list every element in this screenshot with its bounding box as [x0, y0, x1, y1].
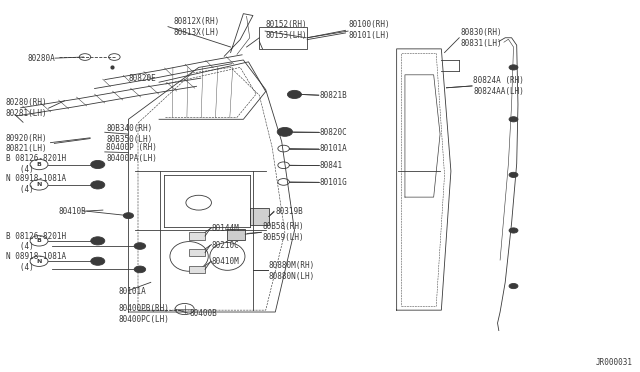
Text: N: N: [36, 259, 42, 264]
Circle shape: [509, 228, 518, 233]
Bar: [227, 229, 245, 240]
Text: B 08126-8201H
   (4): B 08126-8201H (4): [6, 154, 66, 174]
Text: 80400PB(RH)
80400PC(LH): 80400PB(RH) 80400PC(LH): [119, 304, 170, 324]
Text: 80B340(RH)
80B350(LH): 80B340(RH) 80B350(LH): [106, 124, 152, 144]
Text: 80101A: 80101A: [119, 287, 147, 296]
Bar: [250, 208, 269, 225]
Text: N: N: [36, 182, 42, 187]
Text: N 08918-1081A
   (4): N 08918-1081A (4): [6, 174, 66, 194]
Text: 80400B: 80400B: [189, 310, 217, 318]
Bar: [259, 27, 307, 49]
Text: B: B: [36, 162, 42, 167]
Text: 80812X(RH)
80813X(LH): 80812X(RH) 80813X(LH): [173, 17, 220, 36]
Bar: [189, 266, 205, 273]
Text: 80920(RH)
80821(LH): 80920(RH) 80821(LH): [6, 134, 47, 153]
Text: 80144M: 80144M: [211, 224, 239, 233]
Bar: [189, 249, 205, 256]
Text: B 08126-8201H
   (4): B 08126-8201H (4): [6, 232, 66, 251]
Circle shape: [287, 90, 301, 99]
Text: 80821B: 80821B: [320, 91, 348, 100]
Text: N 08918-1081A
   (4): N 08918-1081A (4): [6, 252, 66, 272]
Circle shape: [509, 65, 518, 70]
Text: 80820E: 80820E: [129, 74, 156, 83]
Text: 80101G: 80101G: [320, 178, 348, 187]
Text: 80841: 80841: [320, 161, 343, 170]
Text: B: B: [36, 238, 42, 243]
Text: JR000031: JR000031: [596, 357, 633, 366]
Circle shape: [91, 257, 105, 265]
Text: 80880M(RH)
80880N(LH): 80880M(RH) 80880N(LH): [269, 262, 315, 281]
Circle shape: [134, 243, 146, 249]
Text: 80280A: 80280A: [28, 54, 55, 62]
Text: 80101A: 80101A: [320, 144, 348, 153]
Circle shape: [124, 213, 134, 219]
Text: 80410B: 80410B: [58, 208, 86, 217]
Text: 80820C: 80820C: [320, 128, 348, 137]
Circle shape: [134, 266, 146, 273]
Text: 80824A (RH)
80824AA(LH): 80824A (RH) 80824AA(LH): [473, 76, 524, 96]
Text: 80210C: 80210C: [211, 241, 239, 250]
Circle shape: [91, 181, 105, 189]
Text: 80830(RH)
80831(LH): 80830(RH) 80831(LH): [461, 28, 502, 48]
Circle shape: [91, 237, 105, 245]
Text: 80100(RH)
80101(LH): 80100(RH) 80101(LH): [349, 20, 390, 40]
Bar: [189, 232, 205, 240]
Circle shape: [509, 172, 518, 177]
Circle shape: [91, 160, 105, 169]
Circle shape: [509, 283, 518, 289]
Text: 80319B: 80319B: [275, 208, 303, 217]
Circle shape: [277, 128, 292, 137]
Text: 80410M: 80410M: [211, 257, 239, 266]
Circle shape: [509, 117, 518, 122]
Text: 80152(RH)
80153(LH): 80152(RH) 80153(LH): [266, 20, 307, 40]
Text: 80B58(RH)
80B59(LH): 80B58(RH) 80B59(LH): [262, 222, 304, 242]
Text: 80280(RH)
80281(LH): 80280(RH) 80281(LH): [6, 98, 47, 118]
Text: 80400P (RH)
80400PA(LH): 80400P (RH) 80400PA(LH): [106, 143, 157, 163]
